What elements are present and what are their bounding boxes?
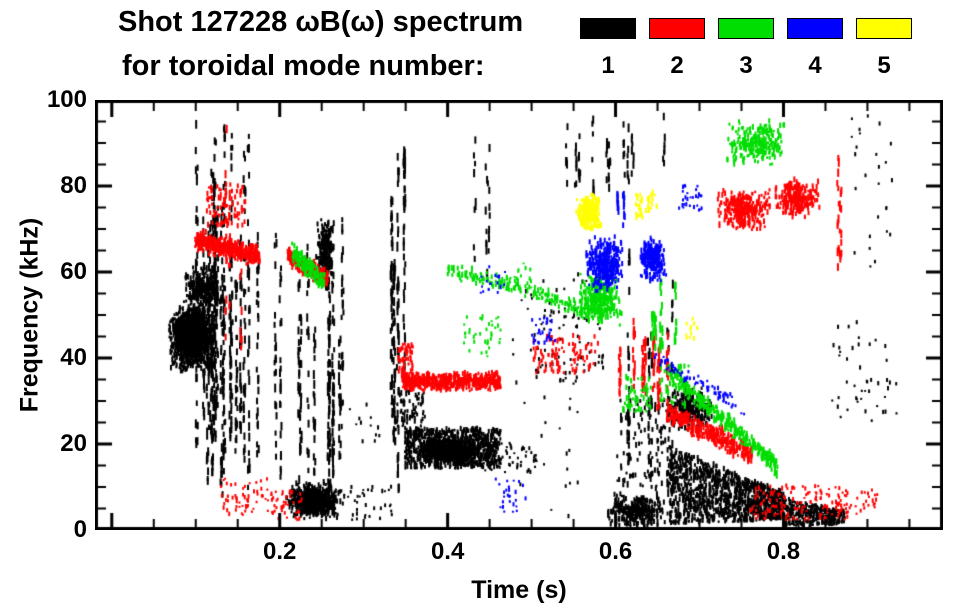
legend-swatch [718, 18, 774, 39]
x-axis-label: Time (s) [471, 576, 567, 604]
legend-label: 2 [670, 52, 684, 79]
y-axis-label: Frequency (kHz) [15, 217, 44, 413]
y-tick-label: 0 [73, 516, 87, 543]
legend-swatch [787, 18, 843, 39]
legend-label: 1 [601, 52, 615, 79]
legend-label: 5 [877, 52, 891, 79]
y-tick-label: 60 [60, 258, 87, 285]
legend-swatch [649, 18, 705, 39]
x-tick-label: 0.8 [766, 538, 801, 565]
y-tick-label: 20 [60, 430, 87, 457]
y-tick-label: 80 [60, 172, 87, 199]
legend-label: 3 [739, 52, 753, 79]
legend-swatch [580, 18, 636, 39]
x-tick-label: 0.2 [263, 538, 297, 565]
legend-item: 4 [787, 18, 843, 80]
y-tick-label: 40 [60, 344, 87, 371]
legend-item: 2 [649, 18, 705, 80]
x-tick-label: 0.4 [430, 538, 465, 565]
legend-item: 5 [856, 18, 912, 80]
legend-item: 1 [580, 18, 636, 80]
spectrogram-canvas [95, 100, 943, 530]
legend-swatch [856, 18, 912, 39]
chart-title: Shot 127228 ωB(ω) spectrum [118, 6, 524, 38]
chart-subtitle: for toroidal mode number: [122, 50, 485, 82]
y-tick-label: 100 [46, 86, 87, 113]
x-tick-label: 0.6 [598, 538, 633, 565]
plot-area: 0.2 0.4 0.6 0.8 0 20 40 60 80 100 [47, 86, 943, 565]
legend-item: 3 [718, 18, 774, 80]
legend: 1 2 3 4 5 [580, 18, 912, 80]
legend-label: 4 [808, 52, 822, 79]
